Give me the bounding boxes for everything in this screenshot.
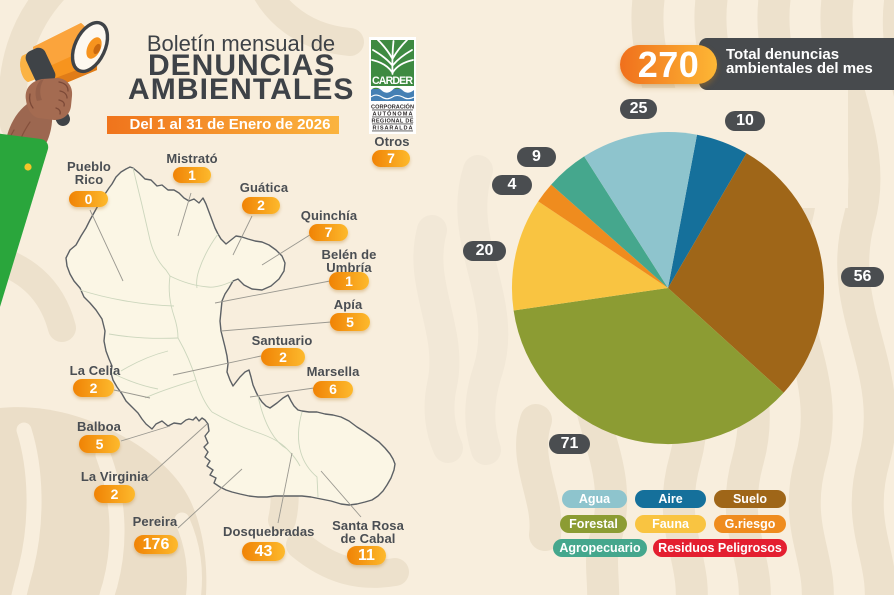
svg-text:AUTÓNOMA: AUTÓNOMA: [373, 110, 413, 118]
svg-text:CORPORACIÓN: CORPORACIÓN: [371, 103, 414, 111]
svg-text:CARDER: CARDER: [372, 75, 413, 87]
svg-text:REGIONAL DE: REGIONAL DE: [372, 119, 414, 125]
svg-text:RISARALDA: RISARALDA: [373, 126, 413, 132]
